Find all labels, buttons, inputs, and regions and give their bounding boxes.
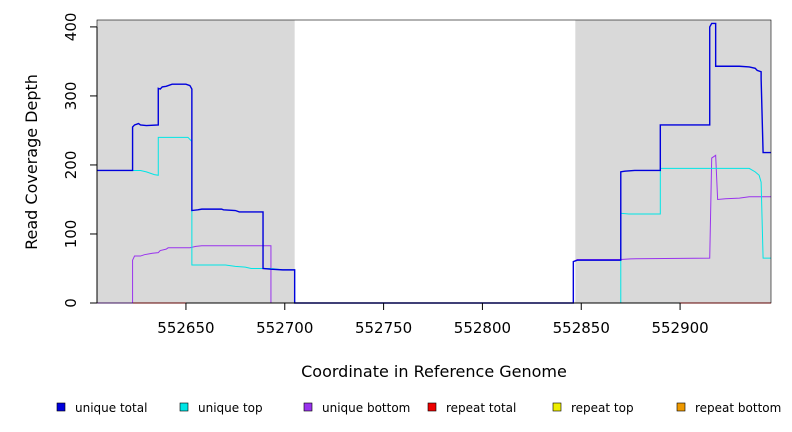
legend-item-unique-total: unique total — [56, 401, 147, 415]
x-tick-label: 552900 — [651, 319, 708, 337]
legend-label: unique top — [198, 401, 263, 415]
legend-label: unique bottom — [322, 401, 410, 415]
x-axis: 552650 552700 552750 552800 552850 552900 — [157, 302, 709, 337]
legend-label: repeat top — [571, 401, 634, 415]
y-axis: 0 100 200 300 400 — [62, 13, 98, 308]
legend-swatch — [303, 402, 313, 412]
series-line-unique-bottom — [97, 154, 771, 304]
y-tick-label: 200 — [62, 151, 80, 180]
x-axis-title: Coordinate in Reference Genome — [301, 362, 567, 381]
y-tick-label: 300 — [62, 82, 80, 111]
legend-item-repeat-total: repeat total — [427, 401, 516, 415]
y-tick-label: 0 — [62, 298, 80, 308]
y-tick-label: 400 — [62, 13, 80, 42]
x-tick-label: 552700 — [256, 319, 313, 337]
legend-item-repeat-bottom: repeat bottom — [676, 401, 781, 415]
legend-item-repeat-top: repeat top — [552, 401, 634, 415]
y-axis-title: Read Coverage Depth — [22, 74, 41, 250]
x-tick-label: 552850 — [553, 319, 610, 337]
x-tick-label: 552650 — [157, 319, 214, 337]
legend: unique total unique top unique bottom repea… — [56, 401, 781, 415]
x-tick-label: 552800 — [454, 319, 511, 337]
legend-label: repeat total — [446, 401, 516, 415]
series-line-unique-total — [97, 22, 771, 304]
shaded-region-0 — [97, 20, 295, 303]
legend-label: unique total — [75, 401, 147, 415]
legend-swatch — [427, 402, 437, 412]
legend-swatch — [552, 402, 562, 412]
y-tick-label: 100 — [62, 220, 80, 249]
legend-label: repeat bottom — [695, 401, 781, 415]
x-tick-label: 552750 — [355, 319, 412, 337]
legend-swatch — [179, 402, 189, 412]
legend-item-unique-top: unique top — [179, 401, 263, 415]
legend-swatch — [56, 402, 66, 412]
shaded-regions — [97, 20, 771, 303]
legend-item-unique-bottom: unique bottom — [303, 401, 410, 415]
legend-swatch — [676, 402, 686, 412]
shaded-region-1 — [575, 20, 771, 303]
